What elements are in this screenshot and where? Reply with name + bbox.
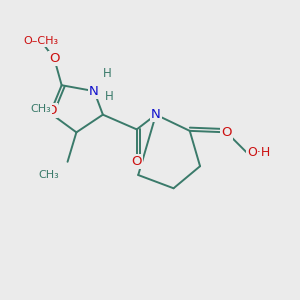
Text: N: N: [151, 108, 161, 121]
Text: O: O: [49, 52, 60, 65]
Text: O: O: [131, 155, 142, 168]
Text: O: O: [46, 104, 57, 117]
Text: N: N: [89, 85, 99, 98]
Text: CH₃: CH₃: [38, 170, 59, 180]
Text: CH₃: CH₃: [31, 104, 51, 114]
Text: H: H: [104, 91, 113, 103]
Text: H: H: [103, 67, 112, 80]
Text: O: O: [221, 126, 232, 139]
Text: O–CH₃: O–CH₃: [23, 36, 58, 46]
Text: O·H: O·H: [247, 146, 270, 159]
